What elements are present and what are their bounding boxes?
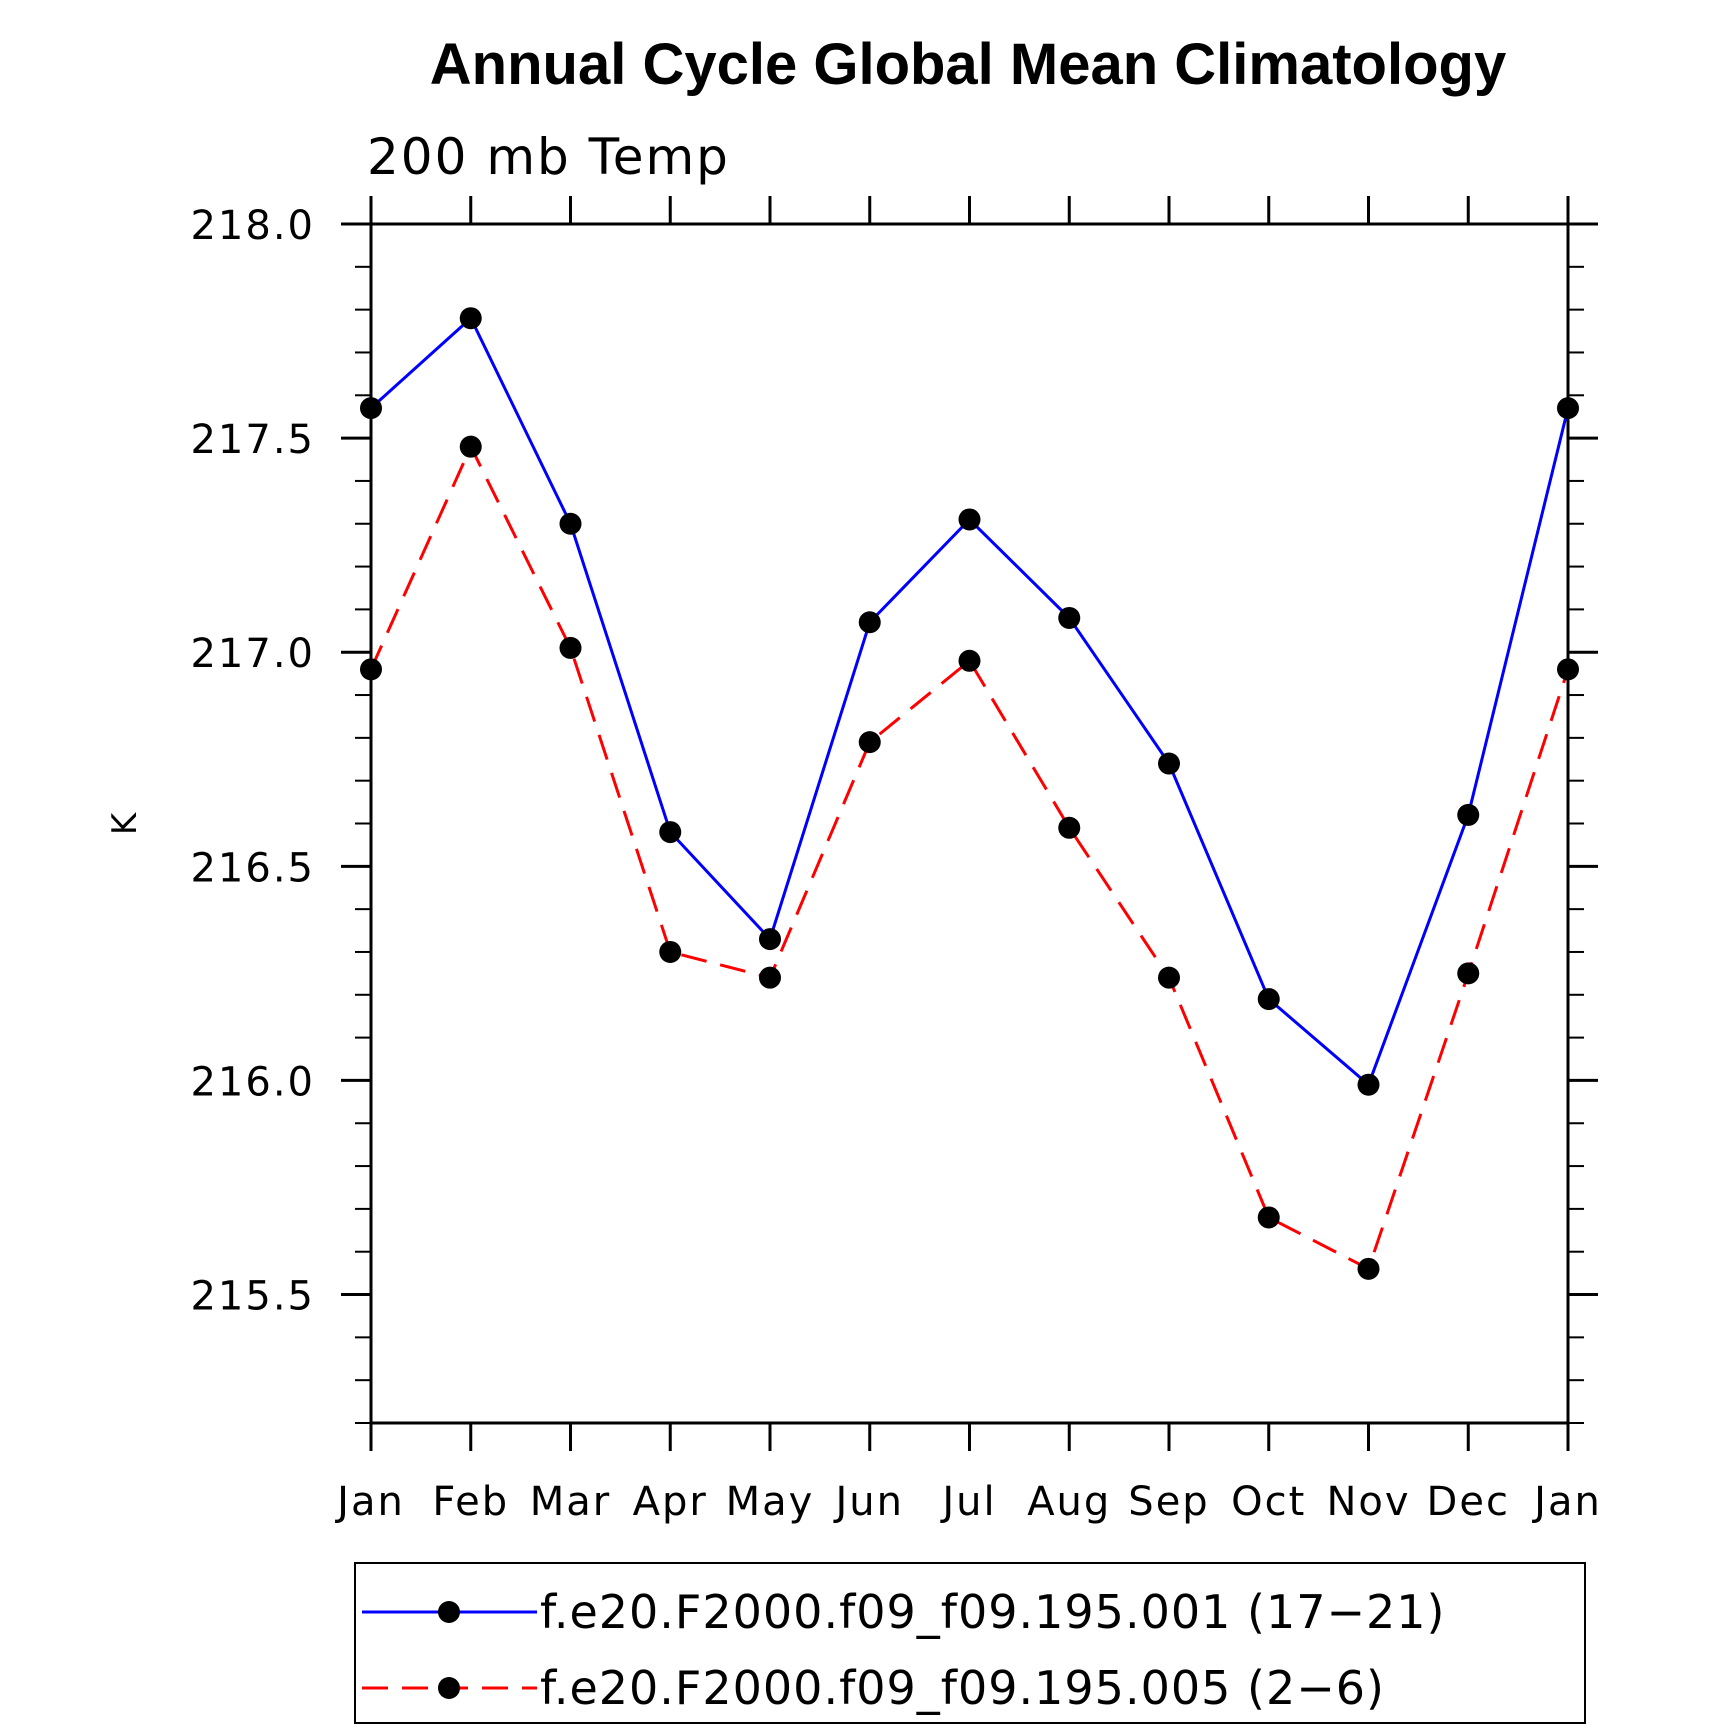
series-2-point [759, 966, 781, 989]
y-tick-label: 216.5 [190, 845, 315, 891]
x-tick-label: Jan [334, 1479, 405, 1525]
series-1-point [659, 821, 682, 844]
series-2-point [1158, 966, 1180, 989]
series-2-point [858, 731, 881, 754]
series-1-point [1058, 606, 1081, 629]
chart-subtitle: 200 mb Temp [367, 128, 730, 186]
series-1-point [1457, 803, 1480, 826]
legend-marker-2 [438, 1677, 460, 1699]
series-2-point [360, 658, 382, 681]
legend-marker-1 [438, 1601, 460, 1623]
series-2-point [459, 435, 482, 458]
series-1-point [559, 512, 582, 535]
x-tick-label: Nov [1326, 1479, 1410, 1525]
series-1-point [858, 611, 881, 634]
plot-frame [369, 222, 1570, 1425]
x-tick-label: Jul [939, 1479, 996, 1525]
legend-label-1: f.e20.F2000.f09_f09.195.001 (17−21) [540, 1585, 1446, 1639]
y-tick-label: 218.0 [190, 203, 315, 249]
series-2-point [1357, 1257, 1380, 1280]
x-tick-label: Dec [1427, 1479, 1510, 1525]
y-axis-label: K [105, 811, 145, 835]
y-tick-label: 215.5 [190, 1274, 315, 1320]
series-1-point [1257, 988, 1280, 1011]
x-tick-label: Aug [1027, 1479, 1111, 1525]
x-tick-label: May [726, 1479, 815, 1525]
series-1-point [459, 307, 482, 330]
series-2-point [1058, 816, 1081, 839]
series-1-point [360, 397, 382, 420]
series-2-point [559, 636, 582, 659]
series-2-point [958, 649, 981, 672]
series-2-point [1457, 962, 1480, 985]
data-series [360, 307, 1579, 1280]
series-1-point [759, 928, 781, 951]
legend-box [354, 1562, 1586, 1724]
x-tick-label: Jan [1531, 1479, 1602, 1525]
x-tick-label: Oct [1231, 1479, 1306, 1525]
series-line-1 [369, 315, 1570, 1088]
series-2-point [659, 940, 682, 963]
legend-label-2: f.e20.F2000.f09_f09.195.005 (2−6) [540, 1661, 1385, 1715]
y-tick-label: 217.5 [190, 417, 315, 463]
x-tick-label: Feb [432, 1479, 509, 1525]
x-tick-label: Sep [1128, 1479, 1209, 1525]
series-1-point [1557, 397, 1579, 420]
series-2-point [1257, 1206, 1280, 1229]
legend: f.e20.F2000.f09_f09.195.001 (17−21) f.e20… [362, 1585, 1446, 1715]
x-tick-label: Mar [530, 1479, 611, 1525]
y-tick-label: 217.0 [190, 631, 315, 677]
series-1-point [1158, 752, 1180, 775]
axis-ticks [341, 196, 1598, 1451]
series-1-point [1357, 1073, 1380, 1096]
series-line-2 [369, 443, 1570, 1271]
chart-title: Annual Cycle Global Mean Climatology [430, 32, 1506, 97]
series-1-point [958, 508, 981, 531]
x-tick-label: Jun [833, 1479, 905, 1525]
y-tick-labels: 215.5 216.0 216.5 217.0 217.5 218.0 [190, 203, 315, 1320]
x-tick-labels: Jan Feb Mar Apr May Jun Jul Aug Sep Oct Nov Dec Jan [334, 1479, 1602, 1525]
y-tick-label: 216.0 [190, 1059, 315, 1105]
series-2-point [1557, 658, 1579, 681]
x-tick-label: Apr [633, 1479, 708, 1525]
